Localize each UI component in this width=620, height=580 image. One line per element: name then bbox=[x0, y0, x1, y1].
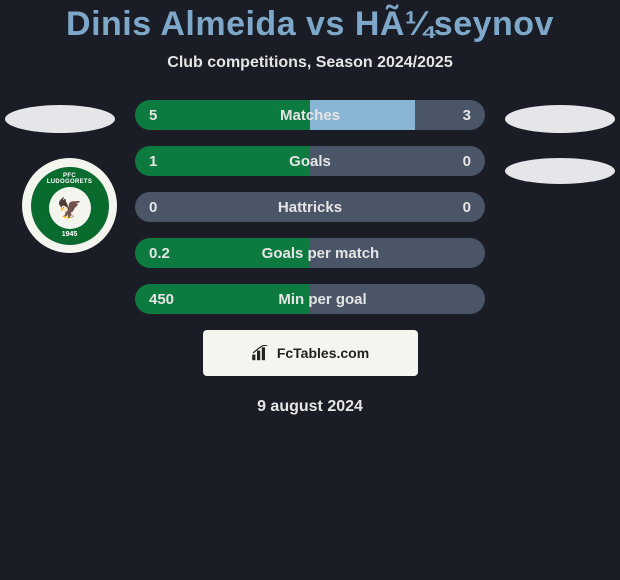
stat-value-right: 0 bbox=[463, 153, 471, 170]
subtitle: Club competitions, Season 2024/2025 bbox=[0, 54, 620, 72]
stat-content: 450 Min per goal bbox=[135, 284, 485, 314]
stat-row: 1 Goals 0 bbox=[135, 146, 485, 176]
brand-text: FcTables.com bbox=[277, 345, 369, 361]
stat-content: 0.2 Goals per match bbox=[135, 238, 485, 268]
stat-row: 0.2 Goals per match bbox=[135, 238, 485, 268]
date-text: 9 august 2024 bbox=[0, 398, 620, 416]
bars-icon bbox=[251, 345, 271, 361]
stat-content: 5 Matches 3 bbox=[135, 100, 485, 130]
stat-value-left: 0.2 bbox=[149, 245, 170, 262]
stat-label: Hattricks bbox=[157, 199, 462, 216]
club-badge-inner: PFC LUDOGORETS 🦅 1945 bbox=[31, 167, 109, 245]
brand-badge[interactable]: FcTables.com bbox=[203, 330, 418, 376]
page-title: Dinis Almeida vs HÃ¼seynov bbox=[0, 5, 620, 44]
stat-label: Min per goal bbox=[174, 291, 471, 308]
stat-row: 0 Hattricks 0 bbox=[135, 192, 485, 222]
stat-content: 0 Hattricks 0 bbox=[135, 192, 485, 222]
stat-value-left: 450 bbox=[149, 291, 174, 308]
player-right-placeholder-1 bbox=[505, 105, 615, 133]
stat-value-right: 0 bbox=[463, 199, 471, 216]
club-year: 1945 bbox=[62, 231, 78, 238]
club-name-mid: LUDOGORETS bbox=[47, 179, 92, 185]
stat-content: 1 Goals 0 bbox=[135, 146, 485, 176]
comparison-widget: Dinis Almeida vs HÃ¼seynov Club competit… bbox=[0, 0, 620, 416]
club-badge: PFC LUDOGORETS 🦅 1945 bbox=[22, 158, 117, 253]
stat-rows: 5 Matches 3 1 Goals 0 0 Hattricks 0 bbox=[135, 100, 485, 314]
stat-label: Goals bbox=[157, 153, 462, 170]
stat-value-left: 0 bbox=[149, 199, 157, 216]
stat-row: 450 Min per goal bbox=[135, 284, 485, 314]
stat-value-left: 5 bbox=[149, 107, 157, 124]
stat-label: Matches bbox=[157, 107, 462, 124]
stat-value-left: 1 bbox=[149, 153, 157, 170]
comparison-area: PFC LUDOGORETS 🦅 1945 5 Matches 3 1 bbox=[0, 100, 620, 416]
player-right-placeholder-2 bbox=[505, 158, 615, 184]
stat-value-right: 3 bbox=[463, 107, 471, 124]
eagle-icon: 🦅 bbox=[49, 187, 91, 229]
stat-row: 5 Matches 3 bbox=[135, 100, 485, 130]
player-left-placeholder bbox=[5, 105, 115, 133]
stat-label: Goals per match bbox=[170, 245, 471, 262]
